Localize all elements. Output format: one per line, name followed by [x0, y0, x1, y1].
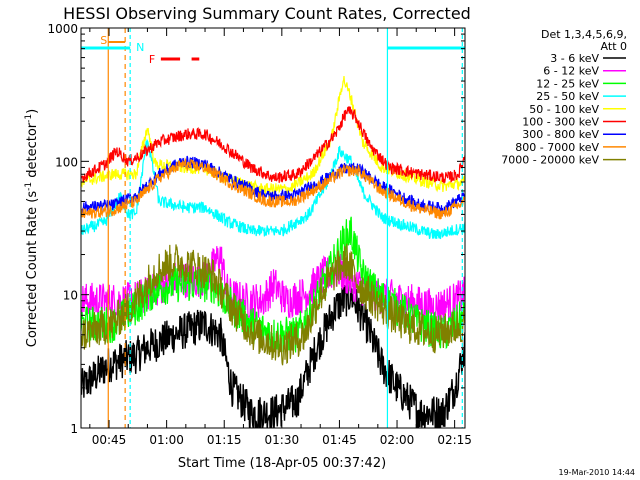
- legend-label: 12 - 25 keV: [536, 77, 599, 90]
- x-axis-label: Start Time (18-Apr-05 00:37:42): [178, 456, 386, 471]
- legend-label: 800 - 7000 keV: [515, 141, 599, 154]
- legend-label: 3 - 6 keV: [550, 52, 599, 65]
- chart-title: HESSI Observing Summary Count Rates, Cor…: [63, 4, 471, 23]
- x-axis: 00:45 01:00 01:15 01:30 01:45 02:00 02:15: [89, 28, 472, 447]
- series-line: [81, 106, 465, 184]
- series-line: [81, 157, 465, 220]
- overlay-layer: S NF: [81, 28, 465, 428]
- y-axis-label: Corrected Count Rate (s-1 detector-1): [24, 109, 40, 347]
- series-line: [81, 243, 465, 366]
- x-tick-label: 01:30: [265, 433, 300, 447]
- legend-header-line-2: Att 0: [601, 40, 627, 53]
- night-label: N: [136, 41, 144, 54]
- x-tick-label: 02:15: [437, 433, 472, 447]
- legend-header-line-1: Det 1,3,4,5,6,9,: [541, 28, 627, 41]
- y-tick-label: 1000: [47, 22, 78, 36]
- y-tick-label: 1: [70, 422, 78, 436]
- saa-label: S: [100, 34, 107, 47]
- legend-label: 100 - 300 keV: [522, 116, 599, 129]
- flare-label: F: [149, 53, 155, 66]
- x-tick-label: 01:45: [322, 433, 357, 447]
- y-axis: 1 10 100 1000: [47, 22, 465, 436]
- series-line: [81, 76, 465, 197]
- x-tick-label: 01:00: [149, 433, 184, 447]
- x-tick-label: 00:45: [92, 433, 127, 447]
- legend-label: 25 - 50 keV: [536, 90, 599, 103]
- plot-frame: [80, 27, 466, 429]
- x-tick-label: 02:00: [380, 433, 415, 447]
- y-tick-label: 100: [55, 155, 78, 169]
- legend-label: 300 - 800 keV: [522, 128, 599, 141]
- x-tick-label: 01:15: [207, 433, 242, 447]
- y-tick-label: 10: [63, 289, 78, 303]
- legend-label: 50 - 100 keV: [529, 103, 599, 116]
- legend-label: 6 - 12 keV: [543, 65, 599, 78]
- series-layer: [81, 76, 465, 428]
- series-line: [81, 279, 465, 428]
- footer-timestamp: 19-Mar-2010 14:44: [559, 468, 636, 477]
- legend-label: 7000 - 20000 keV: [501, 154, 599, 167]
- series-line: [81, 138, 465, 240]
